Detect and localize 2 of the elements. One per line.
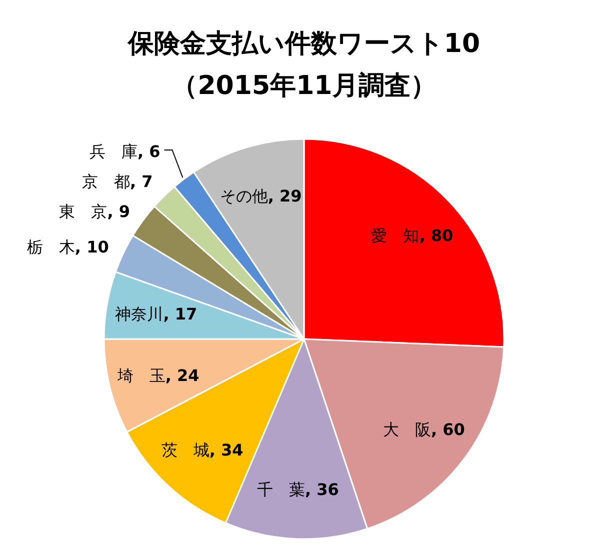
title: 保険金支払い件数ワースト10 [128, 29, 480, 59]
subtitle: （2015年11月調査） [172, 71, 436, 101]
